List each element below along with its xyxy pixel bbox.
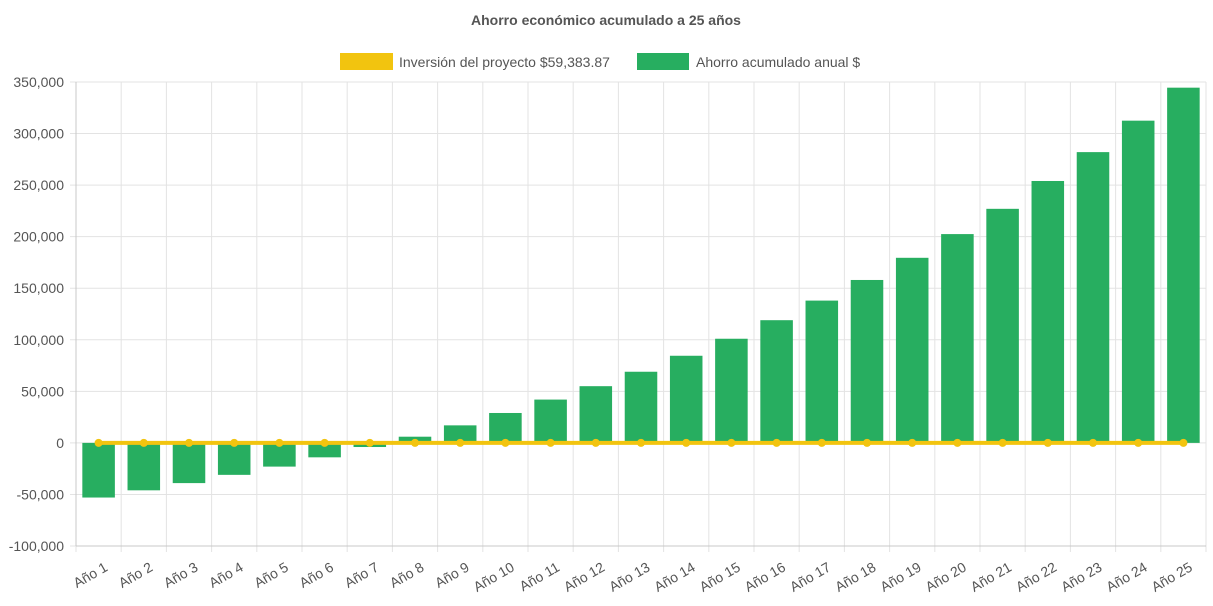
investment-point-14[interactable] xyxy=(682,438,691,447)
investment-point-19[interactable] xyxy=(908,438,917,447)
investment-point-17[interactable] xyxy=(817,438,826,447)
investment-point-12[interactable] xyxy=(591,438,600,447)
bar-16[interactable] xyxy=(760,320,793,443)
x-tick-label: Año 25 xyxy=(1148,559,1195,595)
investment-point-3[interactable] xyxy=(185,438,193,447)
bar-4[interactable] xyxy=(217,442,251,475)
legend-item-investment[interactable]: Inversión del proyecto $59,383.87 xyxy=(340,53,610,70)
legend-item-savings[interactable]: Ahorro acumulado anual $ xyxy=(637,53,860,70)
x-tick-label: Año 7 xyxy=(342,559,382,591)
chart-title: Ahorro económico acumulado a 25 años xyxy=(471,12,741,28)
x-tick-label: Año 13 xyxy=(606,559,653,595)
bar-1[interactable] xyxy=(82,442,115,498)
y-tick-label: 250,000 xyxy=(13,177,64,193)
x-tick-label: Año 1 xyxy=(70,559,110,591)
x-tick-label: Año 15 xyxy=(696,559,743,595)
x-tick-label: Año 6 xyxy=(296,559,336,591)
y-tick-label: -50,000 xyxy=(17,486,65,502)
investment-point-9[interactable] xyxy=(456,438,465,447)
bar-20[interactable] xyxy=(941,234,974,443)
bar-24[interactable] xyxy=(1121,120,1155,443)
x-tick-label: Año 14 xyxy=(651,559,698,595)
bar-12[interactable] xyxy=(579,386,613,443)
x-tick-label: Año 8 xyxy=(387,559,427,591)
legend: Inversión del proyecto $59,383.87 Ahorro… xyxy=(340,53,860,70)
investment-point-4[interactable] xyxy=(230,438,239,447)
legend-swatch-savings xyxy=(637,53,689,70)
x-tick-label: Año 17 xyxy=(787,559,834,595)
investment-point-7[interactable] xyxy=(365,438,374,447)
y-tick-label: 200,000 xyxy=(13,229,64,245)
x-tick-label: Año 9 xyxy=(432,559,472,591)
x-tick-label: Año 3 xyxy=(161,559,201,591)
y-axis-ticks: -100,000 -50,000 0 50,000 100,000 150,000 200,… xyxy=(9,74,64,554)
x-tick-label: Año 23 xyxy=(1058,559,1105,595)
investment-point-13[interactable] xyxy=(637,438,645,447)
investment-point-16[interactable] xyxy=(772,438,781,447)
x-tick-label: Año 2 xyxy=(116,559,156,591)
investment-point-2[interactable] xyxy=(139,438,148,447)
bar-5[interactable] xyxy=(263,442,296,467)
legend-swatch-investment xyxy=(340,53,393,70)
investment-point-18[interactable] xyxy=(863,438,871,447)
bar-10[interactable] xyxy=(489,412,522,443)
investment-point-8[interactable] xyxy=(411,438,419,447)
investment-point-15[interactable] xyxy=(727,438,736,447)
bar-17[interactable] xyxy=(805,300,839,443)
bar-2[interactable] xyxy=(127,442,161,491)
investment-point-21[interactable] xyxy=(998,438,1007,447)
x-tick-label: Año 16 xyxy=(742,559,789,595)
x-tick-label: Año 10 xyxy=(470,559,517,595)
investment-point-20[interactable] xyxy=(953,438,962,447)
x-tick-label: Año 19 xyxy=(877,559,924,595)
investment-point-1[interactable] xyxy=(94,438,103,447)
investment-point-25[interactable] xyxy=(1179,438,1188,447)
x-tick-label: Año 4 xyxy=(206,559,246,591)
y-tick-label: 100,000 xyxy=(13,332,64,348)
bar-11[interactable] xyxy=(534,399,567,443)
bar-6[interactable] xyxy=(308,442,341,458)
bar-21[interactable] xyxy=(986,208,1019,443)
x-tick-label: Año 22 xyxy=(1013,559,1060,595)
bar-14[interactable] xyxy=(669,355,703,443)
investment-point-6[interactable] xyxy=(320,438,329,447)
y-tick-label: 0 xyxy=(56,435,64,451)
investment-point-23[interactable] xyxy=(1089,438,1097,447)
bar-18[interactable] xyxy=(850,279,884,443)
y-tick-label: 50,000 xyxy=(21,383,64,399)
bars xyxy=(82,87,1200,498)
investment-point-5[interactable] xyxy=(275,438,284,447)
investment-point-24[interactable] xyxy=(1134,438,1143,447)
investment-point-10[interactable] xyxy=(501,438,510,447)
x-tick-label: Año 11 xyxy=(517,559,563,595)
bar-15[interactable] xyxy=(715,338,748,443)
x-tick-label: Año 24 xyxy=(1103,559,1150,595)
y-tick-label: 300,000 xyxy=(13,126,64,142)
x-tick-label: Año 18 xyxy=(832,559,879,595)
investment-point-11[interactable] xyxy=(546,438,555,447)
x-axis-ticks: Año 1 Año 2 Año 3 Año 4 Año 5 Año 6 Año 7 Año 8… xyxy=(70,559,1195,595)
bar-3[interactable] xyxy=(172,442,206,484)
y-tick-label: 150,000 xyxy=(13,280,64,296)
y-tick-label: -100,000 xyxy=(9,538,64,554)
x-tick-label: Año 21 xyxy=(968,559,1015,595)
bar-19[interactable] xyxy=(895,257,929,443)
bar-23[interactable] xyxy=(1076,152,1110,443)
x-tick-label: Año 12 xyxy=(561,559,608,595)
grid xyxy=(70,81,1207,552)
legend-label-investment: Inversión del proyecto $59,383.87 xyxy=(399,54,610,70)
x-tick-label: Año 5 xyxy=(251,559,291,591)
legend-label-savings: Ahorro acumulado anual $ xyxy=(696,54,860,70)
bar-22[interactable] xyxy=(1031,180,1065,443)
investment-line xyxy=(94,438,1188,447)
investment-point-22[interactable] xyxy=(1043,438,1052,447)
bar-9[interactable] xyxy=(443,425,477,443)
y-tick-label: 350,000 xyxy=(13,74,64,90)
bar-25[interactable] xyxy=(1167,87,1200,443)
x-tick-label: Año 20 xyxy=(922,559,969,595)
bar-13[interactable] xyxy=(624,371,658,443)
